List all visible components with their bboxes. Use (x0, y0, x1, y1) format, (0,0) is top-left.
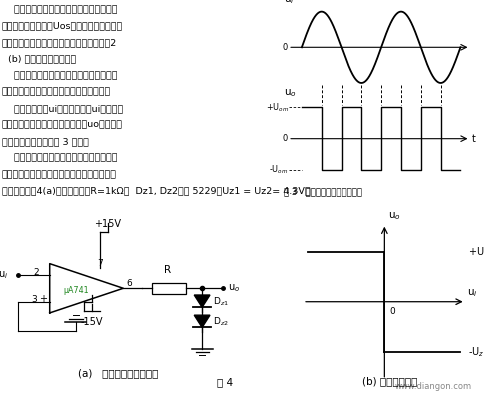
Text: 图 3   比较器的输入与输出波形: 图 3 比较器的输入与输出波形 (284, 187, 362, 196)
Text: 3: 3 (31, 295, 37, 304)
Text: u$_o$: u$_o$ (285, 87, 297, 98)
Text: -15V: -15V (80, 317, 103, 328)
Text: +15V: +15V (94, 219, 121, 229)
Bar (152, 283, 186, 294)
Text: 7: 7 (97, 259, 103, 268)
Text: 0: 0 (282, 43, 287, 52)
Text: 出状态的转换不是突然的，其传输特性如图2: 出状态的转换不是突然的，其传输特性如图2 (2, 38, 117, 47)
Text: 为了使输出电压有确定的数值并改善大信: 为了使输出电压有确定的数值并改善大信 (2, 154, 118, 162)
Text: u$_i$: u$_i$ (0, 269, 8, 281)
Text: 2: 2 (33, 268, 39, 277)
Text: 对于实际运算放大器，由于其增益不是无: 对于实际运算放大器，由于其增益不是无 (2, 5, 118, 14)
Text: +: + (39, 295, 47, 304)
Text: t: t (472, 134, 476, 144)
Polygon shape (194, 295, 210, 307)
Text: -U$_{om}$: -U$_{om}$ (270, 164, 289, 176)
Text: (b) 所示，存在线性区。: (b) 所示，存在线性区。 (2, 54, 76, 64)
Text: u$_o$: u$_o$ (228, 282, 241, 294)
Text: u$_i$: u$_i$ (285, 0, 295, 6)
Text: u$_o$: u$_o$ (388, 210, 400, 222)
Text: (a)   接上限幅器的比较器: (a) 接上限幅器的比较器 (78, 368, 158, 378)
Text: -U$_z$: -U$_z$ (469, 345, 484, 358)
Text: 向输入端和同相输入端的电压不一定相等。: 向输入端和同相输入端的电压不一定相等。 (2, 87, 111, 96)
Text: 限幅器。如图4(a)所示。图中：R=1kΩ，  Dz1, Dz2采用 5229，Uz1 = Uz2= 4.3V。: 限幅器。如图4(a)所示。图中：R=1kΩ， Dz1, Dz2采用 5229，U… (2, 187, 311, 195)
Text: 0: 0 (282, 134, 287, 143)
Text: D$_{z2}$: D$_{z2}$ (212, 316, 228, 328)
Text: D$_{z1}$: D$_{z1}$ (212, 295, 228, 308)
Text: 假设输入信号ui为正弦波，在ui过零时，: 假设输入信号ui为正弦波，在ui过零时， (2, 104, 123, 113)
Text: www.diangon.com: www.diangon.com (395, 382, 472, 391)
Text: (b) 电压传输特性: (b) 电压传输特性 (362, 376, 418, 386)
Text: 图 4: 图 4 (217, 377, 233, 387)
Text: +U$_{om}$: +U$_{om}$ (266, 101, 289, 114)
Text: u$_i$: u$_i$ (467, 287, 478, 299)
Text: 6: 6 (126, 279, 132, 288)
Text: +U$_z$: +U$_z$ (469, 245, 484, 259)
Text: μA741: μA741 (63, 286, 89, 295)
Text: R: R (165, 265, 171, 275)
Text: 相间的方波电压，如图 3 所示。: 相间的方波电压，如图 3 所示。 (2, 137, 89, 146)
Polygon shape (194, 315, 210, 328)
Text: 由以上工作原理可知，比较器中运放的反: 由以上工作原理可知，比较器中运放的反 (2, 71, 118, 80)
Text: 0: 0 (389, 307, 395, 316)
Text: 比较器的输出就跳变一次，因此，uo为正、负: 比较器的输出就跳变一次，因此，uo为正、负 (2, 121, 123, 129)
Text: 号时的传输特性，经常在比较器的输出端接上: 号时的传输特性，经常在比较器的输出端接上 (2, 170, 117, 179)
Text: 限大，输入失调电压Uos不等于零，因此，输: 限大，输入失调电压Uos不等于零，因此，输 (2, 21, 123, 31)
